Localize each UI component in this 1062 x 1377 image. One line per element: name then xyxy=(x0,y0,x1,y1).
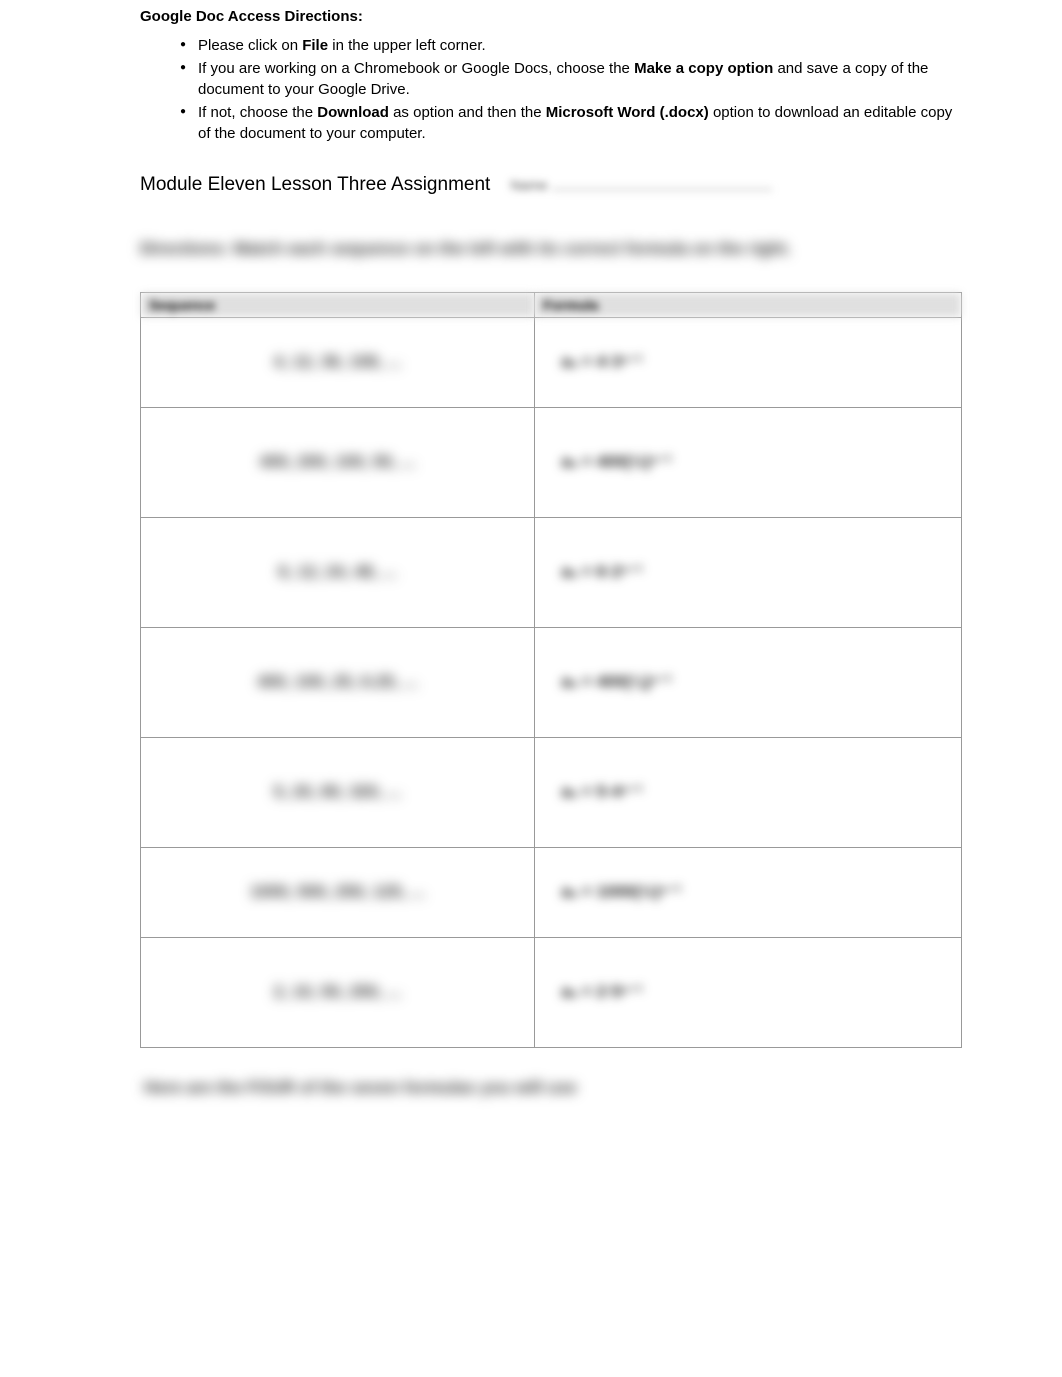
name-label: Name xyxy=(510,177,547,193)
sequence-text: 400, 200, 100, 50, ... xyxy=(260,452,416,471)
access-directions-title: Google Doc Access Directions: xyxy=(140,8,962,25)
sequence-text: 400, 100, 25, 6.25, ... xyxy=(257,672,418,691)
formula-cell: aₙ = 4·3ⁿ⁻¹ xyxy=(535,317,962,407)
access-item-1: Please click on File in the upper left c… xyxy=(180,35,962,56)
footer-note: Here are the FOUR of the seven formulas … xyxy=(140,1078,962,1098)
sequence-cell: 6, 12, 24, 48, ... xyxy=(141,517,535,627)
table-row: 6, 12, 24, 48, ... aₙ = 6·2ⁿ⁻¹ xyxy=(141,517,962,627)
formula-cell: aₙ = 6·2ⁿ⁻¹ xyxy=(535,517,962,627)
bold-text: Download xyxy=(317,104,389,121)
table-row: 4, 12, 36, 108, ... aₙ = 4·3ⁿ⁻¹ xyxy=(141,317,962,407)
table-row: 5, 20, 80, 320, ... aₙ = 5·4ⁿ⁻¹ xyxy=(141,737,962,847)
formula-text: aₙ = 2·5ⁿ⁻¹ xyxy=(555,982,643,1002)
sequence-cell: 5, 20, 80, 320, ... xyxy=(141,737,535,847)
formula-cell: aₙ = 2·5ⁿ⁻¹ xyxy=(535,937,962,1047)
formula-text: aₙ = 4·3ⁿ⁻¹ xyxy=(555,352,643,372)
access-item-3: If not, choose the Download as option an… xyxy=(180,102,962,144)
bold-text: Microsoft Word (.docx) xyxy=(546,104,709,121)
table-row: 2, 10, 50, 250, ... aₙ = 2·5ⁿ⁻¹ xyxy=(141,937,962,1047)
text: If you are working on a Chromebook or Go… xyxy=(198,60,634,77)
formula-text: aₙ = 6·2ⁿ⁻¹ xyxy=(555,562,643,582)
table-row: 1000, 500, 250, 125, ... aₙ = 1000(½)ⁿ⁻¹ xyxy=(141,847,962,937)
header-sequence: Sequence xyxy=(141,292,535,317)
table-row: 400, 200, 100, 50, ... aₙ = 400(½)ⁿ⁻¹ xyxy=(141,407,962,517)
sequence-cell: 4, 12, 36, 108, ... xyxy=(141,317,535,407)
sequence-cell: 400, 100, 25, 6.25, ... xyxy=(141,627,535,737)
sequence-text: 4, 12, 36, 108, ... xyxy=(274,352,402,371)
table-row: 400, 100, 25, 6.25, ... aₙ = 400(¼)ⁿ⁻¹ xyxy=(141,627,962,737)
text: Please click on xyxy=(198,37,302,54)
formula-text: aₙ = 400(¼)ⁿ⁻¹ xyxy=(555,672,672,692)
formula-cell: aₙ = 400(¼)ⁿ⁻¹ xyxy=(535,627,962,737)
formula-text: aₙ = 1000(½)ⁿ⁻¹ xyxy=(555,882,681,902)
sequence-text: 2, 10, 50, 250, ... xyxy=(274,982,402,1001)
assignment-title-row: Module Eleven Lesson Three Assignment Na… xyxy=(140,174,962,196)
sequence-text: 5, 20, 80, 320, ... xyxy=(274,782,402,801)
name-underline xyxy=(552,189,772,190)
sequence-cell: 2, 10, 50, 250, ... xyxy=(141,937,535,1047)
formula-cell: aₙ = 1000(½)ⁿ⁻¹ xyxy=(535,847,962,937)
sequence-cell: 400, 200, 100, 50, ... xyxy=(141,407,535,517)
text: as option and then the xyxy=(389,104,546,121)
directions-text: Directions: Match each sequence on the l… xyxy=(140,236,962,262)
header-formula: Formula xyxy=(535,292,962,317)
sequence-text: 1000, 500, 250, 125, ... xyxy=(250,882,425,901)
text: If not, choose the xyxy=(198,104,317,121)
sequence-text: 6, 12, 24, 48, ... xyxy=(278,562,396,581)
formula-text: aₙ = 5·4ⁿ⁻¹ xyxy=(555,782,643,802)
access-directions-list: Please click on File in the upper left c… xyxy=(140,35,962,144)
matching-table: Sequence Formula 4, 12, 36, 108, ... aₙ … xyxy=(140,292,962,1048)
formula-cell: aₙ = 400(½)ⁿ⁻¹ xyxy=(535,407,962,517)
formula-text: aₙ = 400(½)ⁿ⁻¹ xyxy=(555,452,672,472)
sequence-cell: 1000, 500, 250, 125, ... xyxy=(141,847,535,937)
assignment-title: Module Eleven Lesson Three Assignment xyxy=(140,174,490,196)
text: in the upper left corner. xyxy=(328,37,486,54)
bold-text: Make a copy option xyxy=(634,60,773,77)
bold-text: File xyxy=(302,37,328,54)
access-item-2: If you are working on a Chromebook or Go… xyxy=(180,58,962,100)
name-field-section: Name xyxy=(510,177,771,193)
formula-cell: aₙ = 5·4ⁿ⁻¹ xyxy=(535,737,962,847)
table-header-row: Sequence Formula xyxy=(141,292,962,317)
